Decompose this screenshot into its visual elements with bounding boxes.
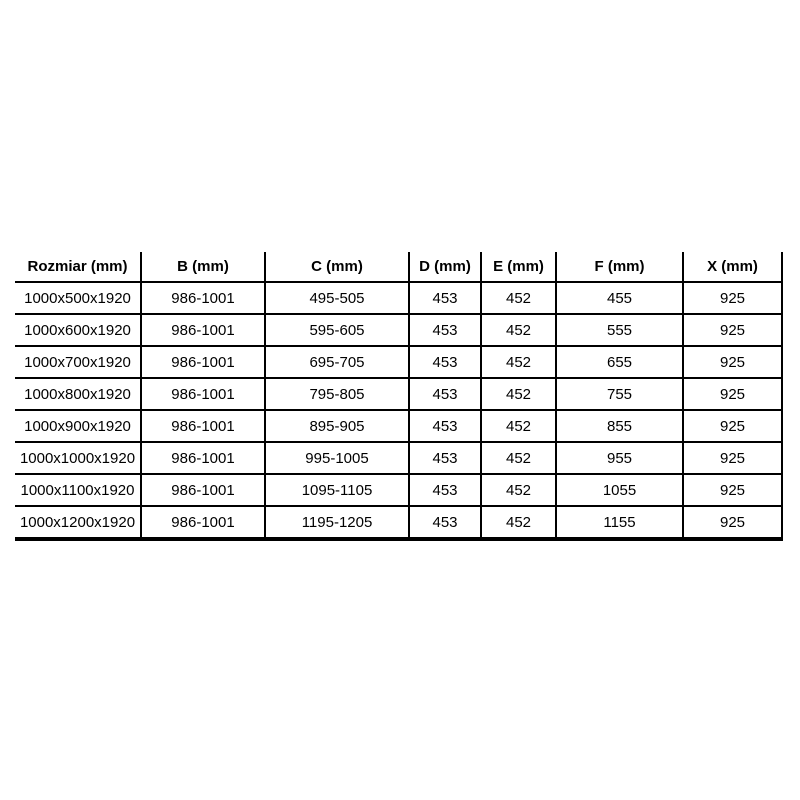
table-cell: 925 <box>683 314 783 347</box>
table-cell: 1155 <box>556 506 684 540</box>
table-cell: 925 <box>683 442 783 475</box>
table-cell: 655 <box>556 346 684 379</box>
table-cell: 795-805 <box>265 378 410 411</box>
table-cell: 453 <box>409 474 482 507</box>
table-cell: 1095-1105 <box>265 474 410 507</box>
table-row: 1000x900x1920 986-1001 895-905 453 452 855 925 <box>15 410 783 443</box>
table-cell: 1000x1100x1920 <box>15 474 142 507</box>
table-cell: 925 <box>683 506 783 540</box>
column-header-rozmiar: Rozmiar (mm) <box>15 252 142 283</box>
table-cell: 452 <box>481 474 557 507</box>
table-cell: 455 <box>556 282 684 315</box>
table-cell: 452 <box>481 378 557 411</box>
table-cell: 453 <box>409 282 482 315</box>
table-cell: 1195-1205 <box>265 506 410 540</box>
table-cell: 1000x1000x1920 <box>15 442 142 475</box>
table-cell: 925 <box>683 378 783 411</box>
table-cell: 955 <box>556 442 684 475</box>
table-row: 1000x1200x1920 986-1001 1195-1205 453 452 115… <box>15 506 783 540</box>
size-table: Rozmiar (mm) B (mm) C (mm) D (mm) E (mm)… <box>15 252 783 541</box>
table-cell: 495-505 <box>265 282 410 315</box>
size-table-container: Rozmiar (mm) B (mm) C (mm) D (mm) E (mm)… <box>15 252 783 541</box>
table-cell: 595-605 <box>265 314 410 347</box>
table-cell: 452 <box>481 410 557 443</box>
table-cell: 695-705 <box>265 346 410 379</box>
table-cell: 453 <box>409 378 482 411</box>
table-cell: 1000x700x1920 <box>15 346 142 379</box>
table-cell: 453 <box>409 442 482 475</box>
table-cell: 986-1001 <box>141 378 266 411</box>
column-header-x: X (mm) <box>683 252 783 283</box>
table-cell: 1000x900x1920 <box>15 410 142 443</box>
table-row: 1000x600x1920 986-1001 595-605 453 452 555 925 <box>15 314 783 347</box>
table-cell: 452 <box>481 282 557 315</box>
column-header-c: C (mm) <box>265 252 410 283</box>
table-cell: 453 <box>409 346 482 379</box>
table-cell: 925 <box>683 282 783 315</box>
table-row: 1000x800x1920 986-1001 795-805 453 452 755 925 <box>15 378 783 411</box>
table-cell: 986-1001 <box>141 442 266 475</box>
table-cell: 925 <box>683 346 783 379</box>
table-cell: 1055 <box>556 474 684 507</box>
table-cell: 986-1001 <box>141 346 266 379</box>
table-row: 1000x1100x1920 986-1001 1095-1105 453 452 105… <box>15 474 783 507</box>
table-row: 1000x500x1920 986-1001 495-505 453 452 455 925 <box>15 282 783 315</box>
table-cell: 452 <box>481 314 557 347</box>
table-row: 1000x1000x1920 986-1001 995-1005 453 452 955 9… <box>15 442 783 475</box>
table-cell: 1000x1200x1920 <box>15 506 142 540</box>
table-cell: 453 <box>409 506 482 540</box>
table-cell: 986-1001 <box>141 506 266 540</box>
column-header-b: B (mm) <box>141 252 266 283</box>
header-row: Rozmiar (mm) B (mm) C (mm) D (mm) E (mm)… <box>15 252 783 283</box>
table-cell: 453 <box>409 410 482 443</box>
table-cell: 855 <box>556 410 684 443</box>
table-cell: 895-905 <box>265 410 410 443</box>
table-cell: 986-1001 <box>141 282 266 315</box>
table-cell: 452 <box>481 506 557 540</box>
table-body: 1000x500x1920 986-1001 495-505 453 452 455 925… <box>15 282 783 540</box>
table-cell: 986-1001 <box>141 474 266 507</box>
table-cell: 925 <box>683 474 783 507</box>
table-cell: 452 <box>481 442 557 475</box>
column-header-e: E (mm) <box>481 252 557 283</box>
table-cell: 995-1005 <box>265 442 410 475</box>
table-cell: 986-1001 <box>141 410 266 443</box>
table-row: 1000x700x1920 986-1001 695-705 453 452 655 925 <box>15 346 783 379</box>
table-cell: 1000x600x1920 <box>15 314 142 347</box>
table-cell: 925 <box>683 410 783 443</box>
table-cell: 555 <box>556 314 684 347</box>
column-header-d: D (mm) <box>409 252 482 283</box>
table-cell: 986-1001 <box>141 314 266 347</box>
table-cell: 755 <box>556 378 684 411</box>
table-cell: 1000x500x1920 <box>15 282 142 315</box>
table-cell: 453 <box>409 314 482 347</box>
table-cell: 452 <box>481 346 557 379</box>
table-cell: 1000x800x1920 <box>15 378 142 411</box>
column-header-f: F (mm) <box>556 252 684 283</box>
